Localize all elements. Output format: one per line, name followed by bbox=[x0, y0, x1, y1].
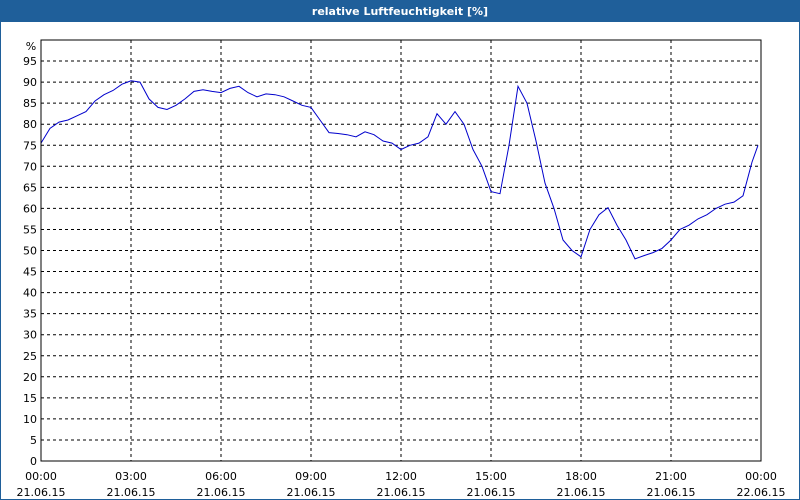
y-tick-label: 15 bbox=[23, 392, 37, 405]
x-tick-date: 21.06.15 bbox=[107, 486, 156, 499]
x-tick-date: 21.06.15 bbox=[287, 486, 336, 499]
y-tick-label: 85 bbox=[23, 97, 37, 110]
x-tick-date: 21.06.15 bbox=[647, 486, 696, 499]
x-tick-date: 21.06.15 bbox=[17, 486, 66, 499]
y-tick-label: 50 bbox=[23, 245, 37, 258]
chart-title: relative Luftfeuchtigkeit [%] bbox=[1, 1, 799, 22]
x-tick-time: 00:00 bbox=[745, 470, 777, 483]
x-tick-time: 03:00 bbox=[115, 470, 147, 483]
y-tick-label: 55 bbox=[23, 223, 37, 236]
series-layer bbox=[40, 80, 759, 260]
y-tick-label: 0 bbox=[30, 455, 37, 468]
x-tick-time: 18:00 bbox=[565, 470, 597, 483]
x-tick-time: 21:00 bbox=[655, 470, 687, 483]
y-tick-label: 65 bbox=[23, 181, 37, 194]
x-tick-date: 21.06.15 bbox=[467, 486, 516, 499]
y-tick-label: 75 bbox=[23, 139, 37, 152]
y-tick-label: 35 bbox=[23, 308, 37, 321]
y-axis-label: % bbox=[26, 40, 36, 53]
y-tick-label: 10 bbox=[23, 413, 37, 426]
y-tick-label: 90 bbox=[23, 76, 37, 89]
axis-ticks: 0 5 10 15 20 25 30 35 40 45 50 55 60 65 70 75 80 85 90 95 00… bbox=[17, 55, 786, 499]
grid bbox=[41, 40, 761, 461]
x-tick-time: 00:00 bbox=[25, 470, 57, 483]
x-tick-date: 21.06.15 bbox=[377, 486, 426, 499]
y-tick-label: 20 bbox=[23, 371, 37, 384]
plot-border bbox=[40, 39, 762, 462]
series-line bbox=[40, 80, 759, 260]
x-tick-date: 22.06.15 bbox=[737, 486, 786, 499]
y-tick-label: 45 bbox=[23, 266, 37, 279]
x-tick-time: 15:00 bbox=[475, 470, 507, 483]
y-tick-label: 70 bbox=[23, 160, 37, 173]
x-tick-time: 06:00 bbox=[205, 470, 237, 483]
y-tick-label: 30 bbox=[23, 329, 37, 342]
x-tick-date: 21.06.15 bbox=[197, 486, 246, 499]
x-tick-time: 12:00 bbox=[385, 470, 417, 483]
y-tick-label: 40 bbox=[23, 287, 37, 300]
x-tick-time: 09:00 bbox=[295, 470, 327, 483]
y-tick-label: 60 bbox=[23, 202, 37, 215]
y-tick-label: 5 bbox=[30, 434, 37, 447]
x-tick-date: 21.06.15 bbox=[557, 486, 606, 499]
y-tick-label: 80 bbox=[23, 118, 37, 131]
y-tick-label: 25 bbox=[23, 350, 37, 363]
y-tick-label: 95 bbox=[23, 55, 37, 68]
